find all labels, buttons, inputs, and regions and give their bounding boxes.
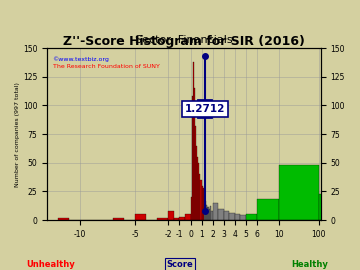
Bar	[197, 157, 198, 220]
Bar	[174, 218, 180, 220]
Text: Healthy: Healthy	[291, 260, 328, 269]
Bar	[196, 146, 197, 220]
Bar	[203, 188, 204, 220]
Bar	[211, 211, 213, 220]
Bar	[168, 211, 174, 220]
Bar	[201, 180, 202, 220]
Bar	[206, 205, 207, 220]
Bar	[199, 174, 201, 220]
Bar	[195, 126, 196, 220]
Bar	[198, 163, 199, 220]
Bar	[194, 88, 195, 220]
Text: Sector: Financials: Sector: Financials	[135, 35, 233, 45]
Bar	[205, 201, 206, 220]
Text: ©www.textbiz.org: ©www.textbiz.org	[53, 56, 109, 62]
Bar	[193, 62, 194, 220]
Text: Unhealthy: Unhealthy	[26, 260, 75, 269]
Bar	[279, 165, 319, 220]
Bar	[113, 218, 124, 220]
Bar	[319, 194, 358, 220]
Bar	[257, 200, 279, 220]
Bar	[157, 218, 168, 220]
Bar	[202, 186, 203, 220]
Bar	[213, 203, 218, 220]
Title: Z''-Score Histogram for SIR (2016): Z''-Score Histogram for SIR (2016)	[63, 35, 305, 48]
Bar	[246, 214, 257, 220]
Text: Score: Score	[167, 260, 193, 269]
Bar	[210, 206, 211, 220]
Bar	[209, 209, 210, 220]
Bar	[224, 211, 229, 220]
Bar	[185, 214, 190, 220]
Bar	[207, 207, 208, 220]
Y-axis label: Number of companies (997 total): Number of companies (997 total)	[15, 82, 20, 187]
Bar	[135, 214, 147, 220]
Bar	[208, 207, 209, 220]
Bar	[180, 217, 185, 220]
Bar	[235, 214, 240, 220]
Text: The Research Foundation of SUNY: The Research Foundation of SUNY	[53, 64, 159, 69]
Bar	[229, 213, 235, 220]
Bar	[192, 96, 193, 220]
Bar	[240, 215, 246, 220]
Bar	[218, 209, 224, 220]
Bar	[204, 189, 205, 220]
Text: 1.2712: 1.2712	[184, 104, 225, 114]
Bar	[190, 197, 192, 220]
Bar	[58, 218, 69, 220]
